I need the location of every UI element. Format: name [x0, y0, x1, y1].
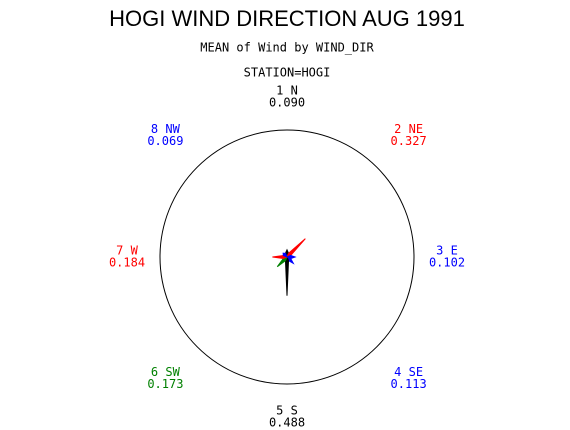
outer-circle [159, 129, 415, 385]
value-label: 0.102 [429, 256, 465, 270]
direction-label: 7 W [116, 244, 138, 258]
direction-label: 4 SE [394, 365, 423, 379]
value-label: 0.184 [109, 256, 145, 270]
direction-label: 5 S [276, 404, 298, 418]
value-label: 0.090 [269, 96, 305, 110]
direction-label: 6 SW [151, 365, 181, 379]
chart-title: HOGI WIND DIRECTION AUG 1991 [109, 6, 465, 31]
value-label: 0.069 [147, 134, 183, 148]
direction-label: 8 NW [151, 122, 181, 136]
direction-label: 1 N [276, 84, 298, 98]
direction-label: 3 E [436, 244, 458, 258]
value-label: 0.173 [147, 377, 183, 391]
group-label: STATION=HOGI [244, 66, 331, 80]
value-label: 0.113 [391, 377, 427, 391]
star-ray [284, 255, 290, 296]
star-ray [286, 238, 306, 258]
chart-subtitle: MEAN of Wind by WIND_DIR [200, 41, 374, 55]
value-label: 0.327 [391, 134, 427, 148]
value-label: 0.488 [269, 416, 305, 430]
direction-label: 2 NE [394, 122, 423, 136]
star-ray [282, 252, 288, 258]
